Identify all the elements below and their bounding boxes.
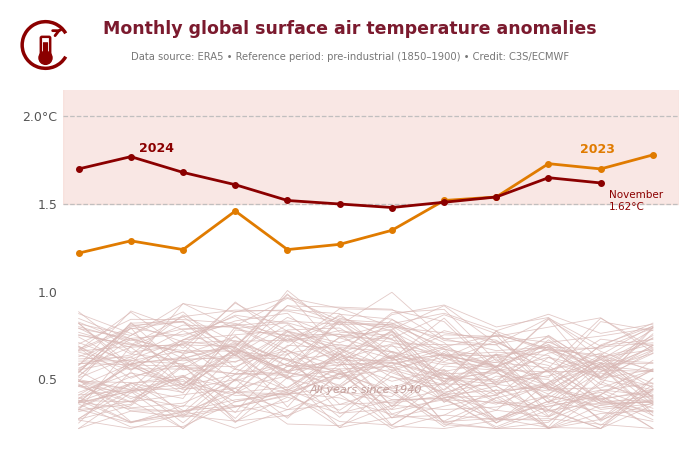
FancyBboxPatch shape [43,42,48,58]
Text: 2024: 2024 [139,142,174,155]
Text: 2023: 2023 [580,143,615,156]
Text: November
1.62°C: November 1.62°C [608,190,663,212]
Text: Monthly global surface air temperature anomalies: Monthly global surface air temperature a… [103,20,597,38]
FancyBboxPatch shape [41,37,50,59]
Text: All years since 1940: All years since 1940 [309,385,422,395]
Bar [63,72,679,204]
Text: Data source: ERA5 • Reference period: pre-industrial (1850–1900) • Credit: C3S/E: Data source: ERA5 • Reference period: pr… [131,52,569,62]
Circle shape [39,51,52,64]
